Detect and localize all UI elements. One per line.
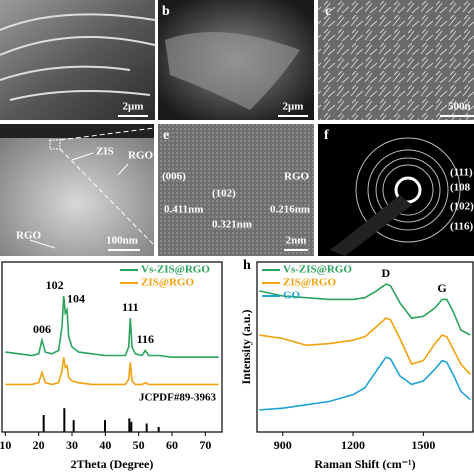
micrograph xyxy=(318,0,474,120)
micrograph xyxy=(0,0,155,120)
annotation: (006) xyxy=(162,171,186,183)
panel-f: f (111) (108 (102) (116) xyxy=(318,124,474,256)
legend-label: ZIS@RGO xyxy=(141,277,194,289)
x-tick-label: 70 xyxy=(199,438,211,452)
legend-label: Vs-ZIS@RGO xyxy=(283,264,352,276)
scale-bar: 2μm xyxy=(283,101,304,113)
panel-label: e xyxy=(163,128,169,143)
annotation: 0.321nm xyxy=(212,219,252,231)
annotation: RGO xyxy=(16,230,42,242)
x-tick-label: 60 xyxy=(166,438,178,452)
peak-label: 006 xyxy=(33,322,51,336)
panel-label: h xyxy=(243,258,251,273)
peak-label: 102 xyxy=(46,278,64,292)
series-line xyxy=(259,283,471,336)
annotation: RGO xyxy=(128,150,154,162)
legend-label: ZIS@RGO xyxy=(283,277,336,289)
peak-label: 104 xyxy=(67,291,85,305)
sheet-edge xyxy=(0,13,156,101)
plot-frame xyxy=(256,261,474,433)
series-line xyxy=(5,295,219,358)
zoom-line xyxy=(59,127,155,246)
ring-label: (108 xyxy=(450,182,471,194)
scale-bar: 2μm xyxy=(123,101,144,113)
annotation: (102) xyxy=(212,188,236,200)
x-tick-label: 900 xyxy=(274,438,292,452)
x-tick-label: 20 xyxy=(33,438,45,452)
series-line xyxy=(5,357,219,386)
legend-label: GO xyxy=(283,290,301,302)
zoom-box xyxy=(49,139,61,150)
panel-a: 2μm xyxy=(0,0,156,120)
annotation: RGO xyxy=(284,171,310,183)
panel-e: e (006) 0.411nm (102) 0.321nm RGO 0.216n… xyxy=(158,124,314,256)
ring-label: (116) xyxy=(450,221,474,233)
panel-b: b 2μm xyxy=(158,0,314,120)
x-tick-label: 30 xyxy=(66,438,78,452)
annotation: 0.411nm xyxy=(164,204,203,216)
arrow xyxy=(117,163,129,176)
scale-bar: 500n xyxy=(448,101,471,113)
panel-d: ZIS RGO RGO 100nm xyxy=(0,124,155,256)
x-tick-label: 1200 xyxy=(341,438,365,452)
x-tick-label: 10 xyxy=(0,438,11,452)
x-tick-label: 1500 xyxy=(411,438,435,452)
plot-frame xyxy=(1,261,223,433)
edge xyxy=(0,124,154,138)
scale-bar: 2nm xyxy=(286,235,307,247)
legend-label: Vs-ZIS@RGO xyxy=(141,264,210,276)
x-tick-label: 50 xyxy=(133,438,145,452)
panel-label: c xyxy=(325,4,331,19)
y-axis-label: Intensity (a.u.) xyxy=(239,309,253,384)
beam-stop xyxy=(330,195,412,256)
series-line xyxy=(259,356,471,411)
annotation: 0.216nm xyxy=(270,204,310,216)
peak-label: 116 xyxy=(137,332,154,346)
x-axis-label: Raman Shift (cm⁻¹) xyxy=(314,457,415,471)
arrow xyxy=(29,239,56,249)
arrow xyxy=(71,152,94,161)
scale-bar: 100nm xyxy=(106,235,138,247)
panel-label: b xyxy=(162,4,170,19)
annotation: ZIS xyxy=(96,146,114,158)
micrograph xyxy=(0,124,154,256)
x-axis-label: 2Theta (Degree) xyxy=(71,457,154,471)
ring-label: (102) xyxy=(450,201,474,213)
panel-c: c 500n xyxy=(318,0,474,120)
x-tick-label: 40 xyxy=(99,438,111,452)
panel-label: f xyxy=(324,128,329,143)
micrograph xyxy=(158,124,314,256)
peak-label: D xyxy=(382,266,391,280)
flake xyxy=(165,32,300,110)
peak-label: G xyxy=(437,281,446,295)
ring-label: (111) xyxy=(450,167,473,179)
peak-label: 111 xyxy=(122,300,139,314)
series-line xyxy=(259,317,471,375)
reference-label: JCPDF#89-3963 xyxy=(139,392,216,404)
